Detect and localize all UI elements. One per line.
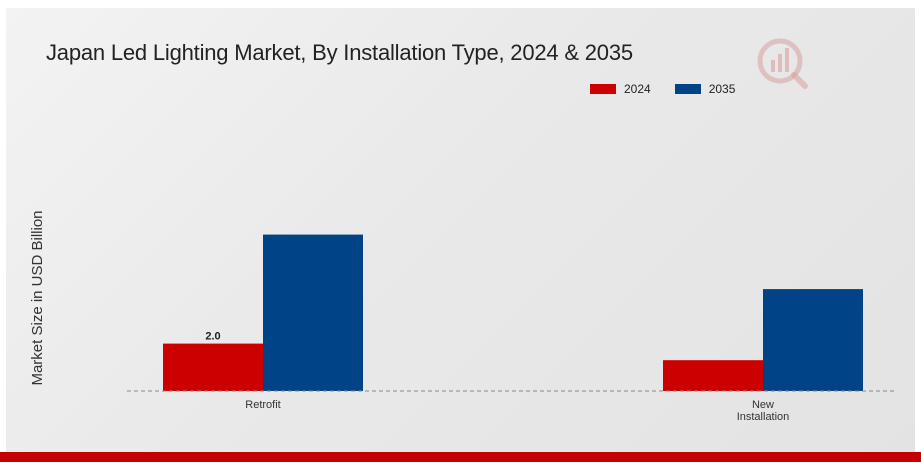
bar-2024-new-installation — [663, 360, 763, 391]
bottom-accent-bar — [0, 452, 921, 462]
market-research-logo-icon — [757, 38, 808, 89]
bar-2035-new-installation — [763, 289, 863, 391]
bar-2024-retrofit — [163, 343, 263, 391]
legend-label-2024: 2024 — [624, 82, 651, 96]
data-label: 2.0 — [205, 331, 220, 343]
x-tick-label: Installation — [737, 411, 790, 423]
y-axis-label: Market Size in USD Billion — [29, 210, 46, 385]
legend-label-2035: 2035 — [708, 82, 736, 96]
legend-swatch-2035 — [674, 84, 701, 94]
legend-item-2035: 2035 — [674, 82, 736, 96]
legend-item-2024: 2024 — [590, 82, 651, 96]
bar-2035-retrofit — [263, 234, 363, 391]
legend: 2024 2035 — [590, 82, 759, 96]
chart-title: Japan Led Lighting Market, By Installati… — [46, 40, 633, 65]
x-tick-label: New — [752, 399, 774, 411]
x-tick-label: Retrofit — [245, 399, 280, 411]
legend-swatch-2024 — [590, 84, 616, 94]
